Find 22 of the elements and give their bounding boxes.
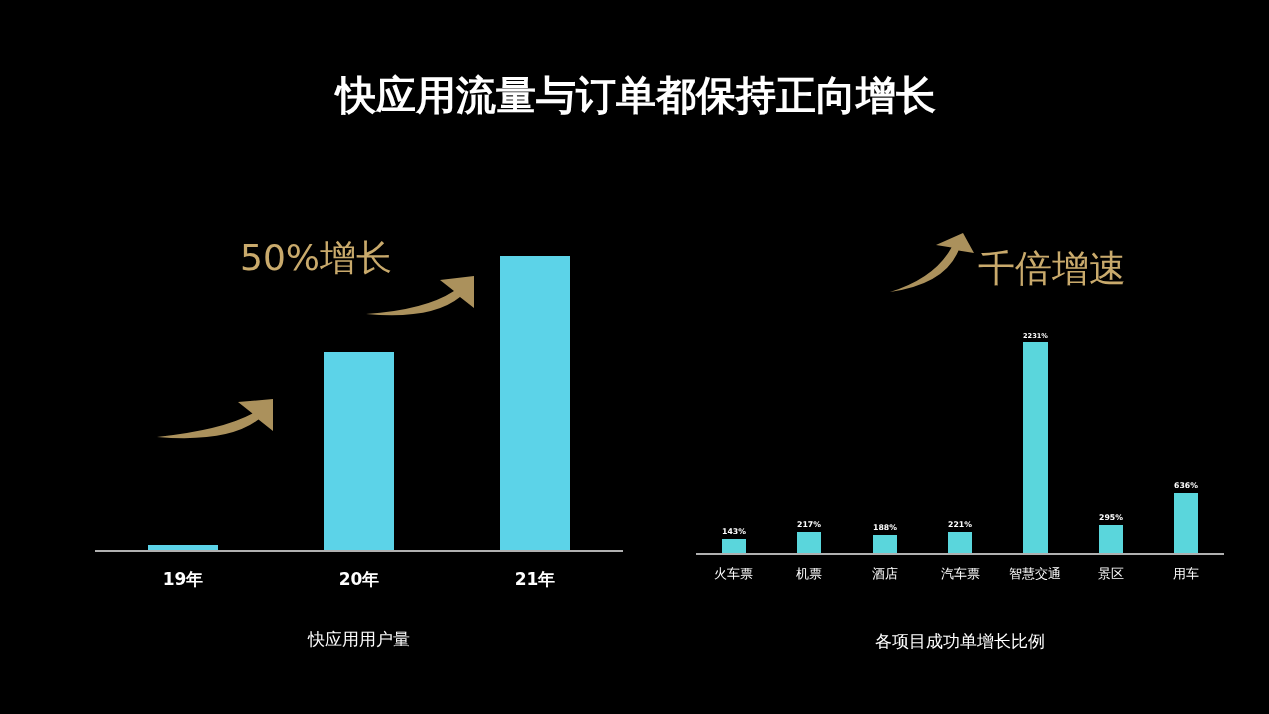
bar <box>948 532 972 553</box>
x-tick-label: 20年 <box>338 569 380 590</box>
chart-title: 快应用流量与订单都保持正向增长 <box>334 72 936 118</box>
x-tick-label: 智慧交通 <box>1009 566 1062 582</box>
bar <box>1174 493 1198 553</box>
x-axis-title: 快应用用户量 <box>307 629 410 650</box>
bar <box>1099 525 1123 553</box>
bar <box>873 535 897 553</box>
x-axis-title: 各项目成功单增长比例 <box>875 631 1045 652</box>
annotation: 50%增长 <box>240 237 393 278</box>
x-tick-label: 机票 <box>796 566 823 582</box>
x-tick-label: 火车票 <box>714 566 754 582</box>
bar <box>797 532 821 553</box>
x-tick-label: 酒店 <box>871 566 898 582</box>
bar <box>722 539 746 553</box>
bar <box>1023 342 1048 553</box>
x-tick-label: 21年 <box>514 569 556 590</box>
text: 千倍增速 <box>978 247 1126 290</box>
x-tick-label: 景区 <box>1097 566 1124 582</box>
x-tick-label: 19年 <box>162 569 204 590</box>
x-tick-label: 用车 <box>1173 566 1200 582</box>
x-tick-label: 汽车票 <box>940 566 980 582</box>
